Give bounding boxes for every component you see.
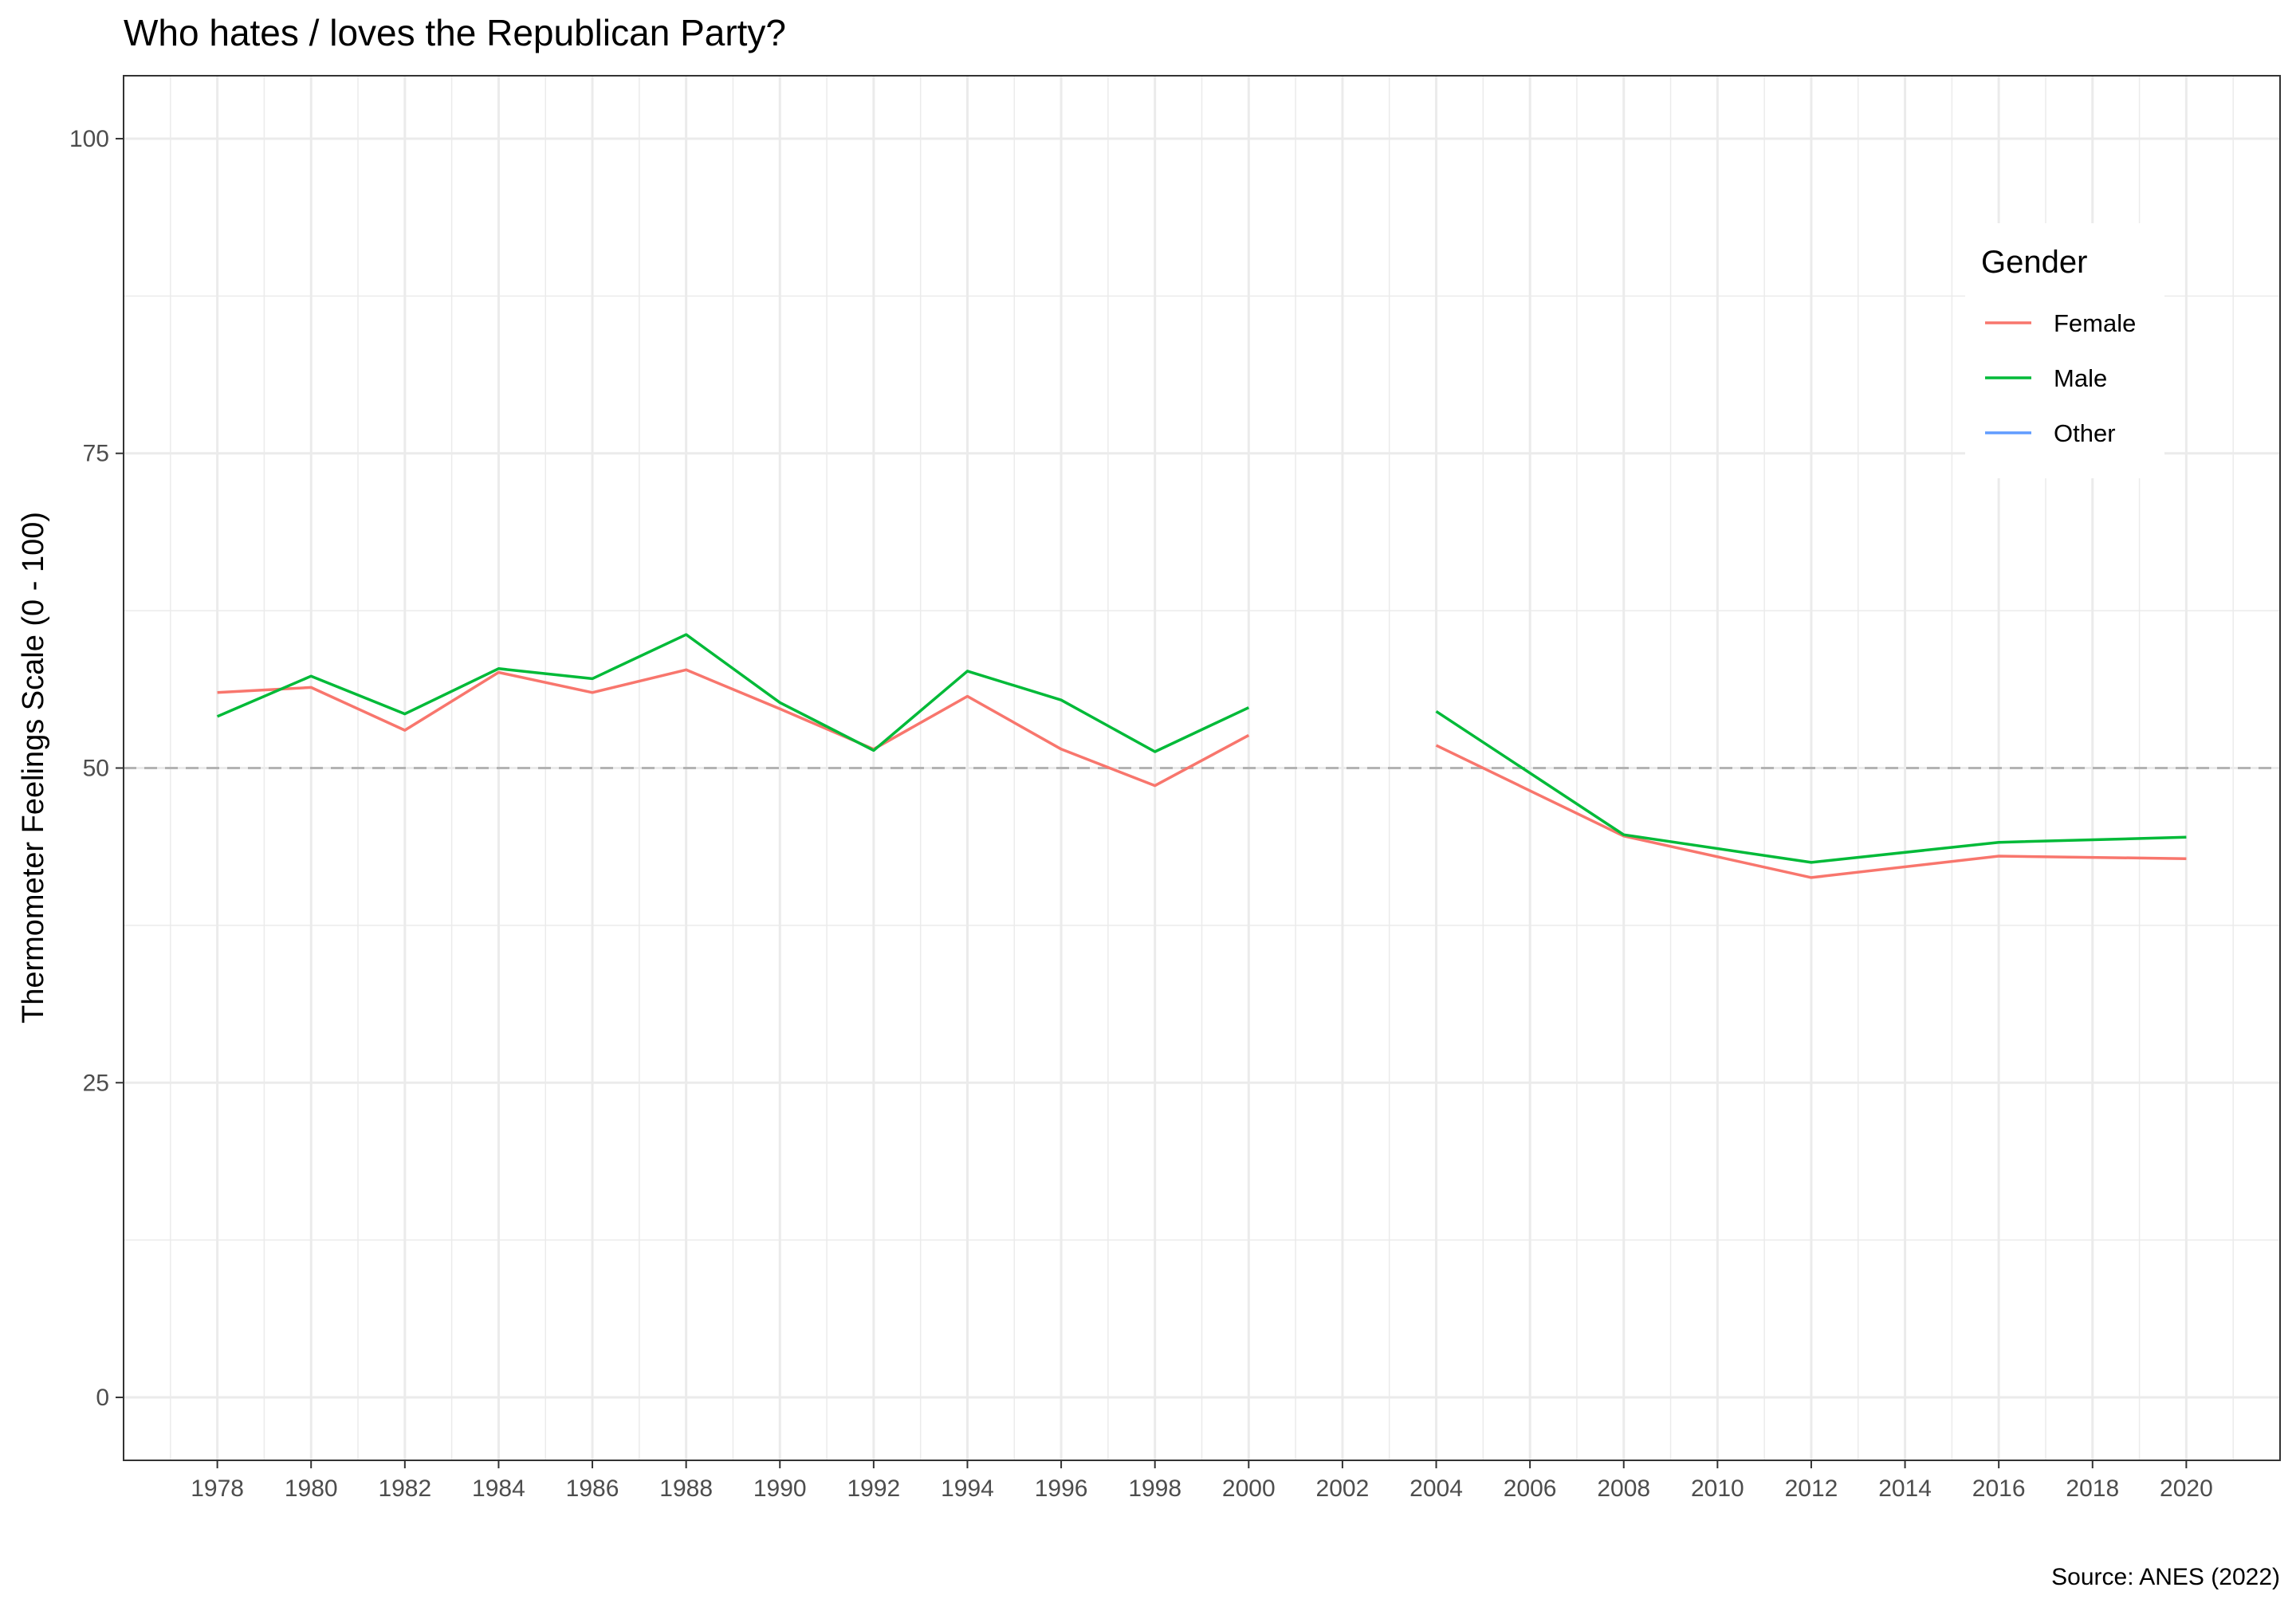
chart-title: Who hates / loves the Republican Party? [124,12,786,53]
x-tick-label: 2000 [1222,1475,1276,1502]
x-tick-label: 1992 [847,1475,900,1502]
x-tick-label: 1988 [659,1475,713,1502]
legend: Gender Female Male Other [1965,223,2164,478]
x-tick-label: 2016 [1972,1475,2026,1502]
series-line-female [217,668,1250,788]
y-axis: 0 25 50 75 100 [69,126,124,1411]
x-tick-label: 1994 [941,1475,994,1502]
source-caption: Source: ANES (2022) [2051,1564,2280,1590]
x-tick-label: 2012 [1785,1475,1838,1502]
x-tick-label: 2006 [1504,1475,1557,1502]
x-axis: 1978 1980 1982 1984 1986 1988 1990 1992 1994 1996… [191,1460,2213,1502]
legend-items: Female Male Other [1985,309,2136,447]
x-tick-label: 1990 [753,1475,807,1502]
x-tick-label: 2010 [1691,1475,1744,1502]
x-tick-label: 1998 [1128,1475,1181,1502]
legend-label-male: Male [2054,364,2107,392]
x-tick-label: 1996 [1035,1475,1088,1502]
legend-label-female: Female [2054,309,2136,337]
legend-background [1965,223,2164,478]
x-tick-label: 2020 [2160,1475,2213,1502]
y-tick-label: 75 [83,441,109,467]
series-line-male [216,633,1250,753]
y-axis-label: Thermometer Feelings Scale (0 - 100) [17,512,50,1024]
y-tick-label: 50 [83,756,109,782]
legend-label-other: Other [2054,419,2116,447]
x-tick-label: 2014 [1878,1475,1932,1502]
y-tick-label: 25 [83,1070,109,1096]
x-tick-label: 1982 [378,1475,431,1502]
series-line-female [1435,744,2187,879]
y-tick-label: 100 [69,126,109,152]
x-tick-label: 2004 [1409,1475,1463,1502]
y-tick-label: 0 [96,1385,109,1411]
x-tick-label: 1986 [566,1475,619,1502]
legend-title: Gender [1981,245,2087,280]
x-tick-label: 1984 [472,1475,525,1502]
x-tick-label: 2018 [2066,1475,2119,1502]
x-tick-label: 2008 [1597,1475,1650,1502]
series-line-male [1435,709,2187,864]
x-tick-label: 1980 [285,1475,338,1502]
x-tick-label: 2002 [1316,1475,1370,1502]
series-lines [216,633,2187,879]
x-tick-label: 1978 [191,1475,244,1502]
